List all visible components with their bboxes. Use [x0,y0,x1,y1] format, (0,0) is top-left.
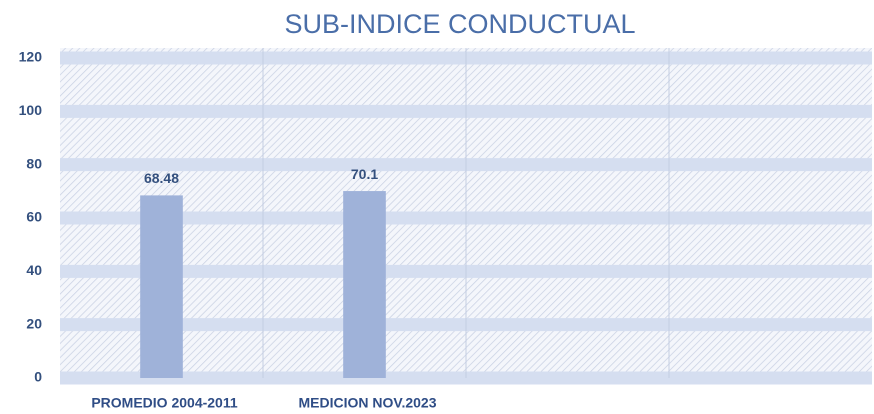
y-tick-label: 120 [19,49,43,65]
y-tick-label: 80 [26,155,42,171]
y-tick-label: 20 [26,315,42,331]
x-tick-label: MEDICION NOV.2023 [299,395,437,411]
x-tick-label: PROMEDIO 2004-2011 [91,395,238,411]
data-label: 70.1 [351,166,378,182]
y-tick-label: 60 [26,209,42,225]
y-tick-label: 40 [26,262,42,278]
y-tick-label: 100 [19,102,43,118]
bar [343,191,386,378]
chart-title: SUB-INDICE CONDUCTUAL [284,9,635,39]
y-tick-label: 0 [34,369,42,385]
data-label: 68.48 [144,170,179,186]
bar [140,195,183,378]
